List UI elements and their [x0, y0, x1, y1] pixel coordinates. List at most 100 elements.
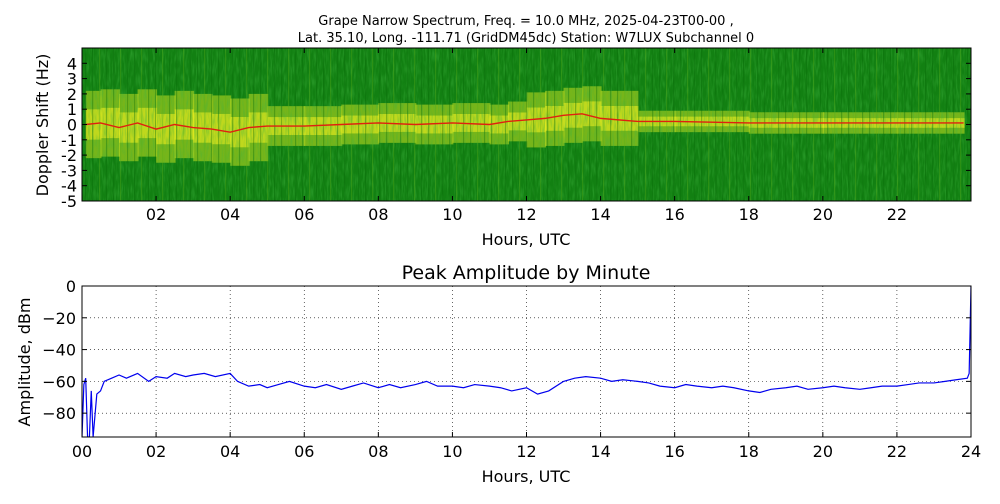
- spectrogram-stripe: [288, 48, 290, 201]
- spectrogram-stripe: [771, 48, 773, 201]
- spectrogram-stripe: [785, 48, 787, 201]
- spectrogram-stripe: [183, 48, 185, 201]
- spectrogram-stripe: [645, 48, 647, 201]
- spectrogram-x-tick-label: 20: [813, 205, 833, 224]
- spectrogram-stripe: [358, 48, 360, 201]
- spectrogram-stripe: [379, 48, 381, 201]
- amplitude-x-ticks: 00 02 04 06 08 10 12 14 16 18 20 22 24: [72, 432, 981, 461]
- spectrogram-stripe: [456, 48, 458, 201]
- spectrogram-stripe: [281, 48, 283, 201]
- peak-doppler-trace: [85, 113, 964, 133]
- spectrogram-stripe: [652, 48, 654, 201]
- spectrogram-stripe: [666, 48, 668, 201]
- spectrogram-stripe: [750, 48, 752, 201]
- spectrogram-stripe: [603, 48, 605, 201]
- spectrogram-x-tick-label: 14: [590, 205, 610, 224]
- spectrogram-stripe: [617, 48, 619, 201]
- spectrogram-y-tick-label: -4: [61, 177, 77, 196]
- spectrogram-stripe: [596, 48, 598, 201]
- amplitude-y-tick-label: −20: [42, 309, 76, 328]
- spectrogram-stripe: [960, 48, 962, 201]
- spectrogram-stripe: [736, 48, 738, 201]
- spectrogram-stripe: [904, 48, 906, 201]
- spectrogram-stripe: [778, 48, 780, 201]
- spectrogram-stripe: [260, 48, 262, 201]
- amplitude-x-tick-label: 18: [739, 442, 759, 461]
- spectrogram-y-tick-label: 1: [67, 100, 77, 119]
- spectrogram-stripe: [764, 48, 766, 201]
- spectrogram-stripe: [162, 48, 164, 201]
- spectrogram-stripe: [946, 48, 948, 201]
- spectrogram-stripe: [659, 48, 661, 201]
- spectrogram-x-tick-label: 08: [368, 205, 388, 224]
- spectrogram-y-tick-label: -2: [61, 146, 77, 165]
- spectrogram-stripe: [694, 48, 696, 201]
- spectrogram-stripe: [547, 48, 549, 201]
- spectrogram-x-tick-label: 06: [294, 205, 314, 224]
- spectrogram-y-tick-label: -1: [61, 131, 77, 150]
- spectrogram-stripe: [561, 48, 563, 201]
- spectrogram-y-tick-label: 2: [67, 85, 77, 104]
- spectrogram-stripe: [729, 48, 731, 201]
- spectrogram-stripe: [610, 48, 612, 201]
- spectrogram-stripe: [120, 48, 122, 201]
- spectrogram-y-tick-label: -3: [61, 161, 77, 180]
- spectrogram-stripe: [582, 48, 584, 201]
- amplitude-x-tick-label: 16: [664, 442, 684, 461]
- spectrogram-x-tick-label: 12: [516, 205, 536, 224]
- spectrogram-texture: [82, 48, 971, 201]
- spectrogram-stripe: [435, 48, 437, 201]
- spectrogram-stripe: [624, 48, 626, 201]
- spectrogram-stripe: [526, 48, 528, 201]
- spectrogram-stripe: [834, 48, 836, 201]
- spectrogram-stripe: [239, 48, 241, 201]
- amplitude-x-tick-label: 10: [442, 442, 462, 461]
- amplitude-series-line: [82, 286, 971, 437]
- spectrogram-stripe: [883, 48, 885, 201]
- spectrogram-stripe: [225, 48, 227, 201]
- spectrogram-stripe: [708, 48, 710, 201]
- spectrogram-stripe: [519, 48, 521, 201]
- spectrogram-stripe: [218, 48, 220, 201]
- spectrogram-stripe: [715, 48, 717, 201]
- spectrogram-stripe: [148, 48, 150, 201]
- spectrogram-x-label: Hours, UTC: [482, 230, 571, 249]
- spectrogram-stripe: [687, 48, 689, 201]
- spectrogram-stripe: [890, 48, 892, 201]
- spectrogram-stripe: [589, 48, 591, 201]
- spectrogram-y-tick-label: 3: [67, 70, 77, 89]
- spectrogram-stripe: [631, 48, 633, 201]
- spectrogram-stripe: [813, 48, 815, 201]
- spectrogram-stripe: [498, 48, 500, 201]
- amplitude-y-tick-label: −60: [42, 372, 76, 391]
- spectrogram-stripe: [757, 48, 759, 201]
- amplitude-x-label: Hours, UTC: [482, 467, 571, 486]
- spectrogram-x-tick-label: 10: [442, 205, 462, 224]
- spectrogram-stripe: [638, 48, 640, 201]
- spectrogram-stripe: [512, 48, 514, 201]
- amplitude-x-tick-label: 22: [887, 442, 907, 461]
- spectrogram-stripe: [575, 48, 577, 201]
- spectrogram-stripe: [309, 48, 311, 201]
- spectrogram-stripe: [386, 48, 388, 201]
- spectrogram-stripe: [134, 48, 136, 201]
- spectrogram-stripe: [197, 48, 199, 201]
- spectrogram-stripe: [169, 48, 171, 201]
- spectrogram-stripe: [911, 48, 913, 201]
- spectrogram-stripe: [204, 48, 206, 201]
- spectrogram-stripe: [932, 48, 934, 201]
- spectrogram-stripe: [302, 48, 304, 201]
- amplitude-panel: Peak Amplitude by Minute 00 02 04 06 08 10 12 1…: [15, 262, 981, 486]
- spectrogram-stripe: [232, 48, 234, 201]
- amplitude-x-tick-label: 08: [368, 442, 388, 461]
- spectrogram-stripe: [792, 48, 794, 201]
- figure-title-line1: Grape Narrow Spectrum, Freq. = 10.0 MHz,…: [318, 14, 733, 29]
- spectrogram-stripe: [127, 48, 129, 201]
- spectrogram-stripe: [897, 48, 899, 201]
- spectrogram-stripe: [918, 48, 920, 201]
- spectrogram-stripe: [274, 48, 276, 201]
- amplitude-x-tick-label: 14: [590, 442, 610, 461]
- spectrogram-stripe: [925, 48, 927, 201]
